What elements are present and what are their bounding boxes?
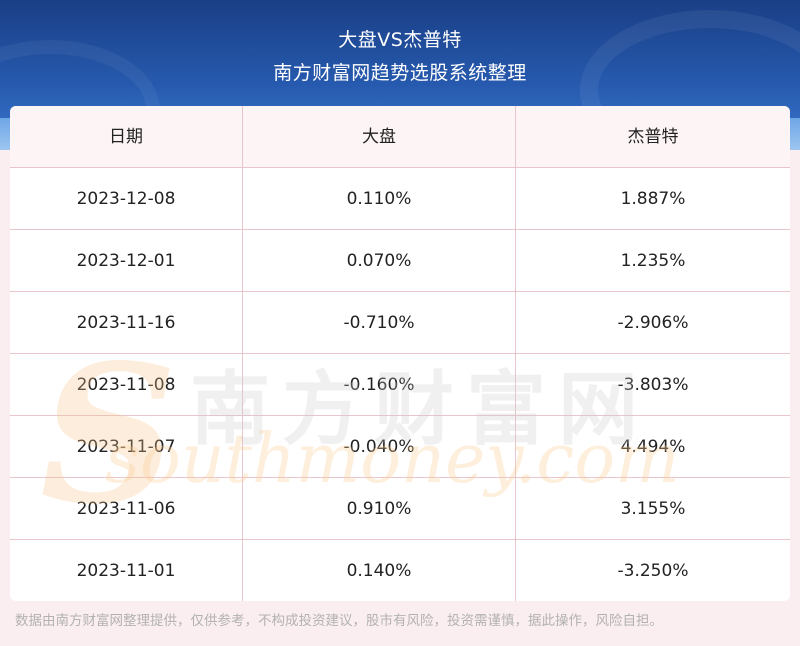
- table-row: 2023-12-01 0.070% 1.235%: [10, 230, 790, 292]
- column-header-date: 日期: [10, 106, 243, 168]
- stock-change-cell: 4.494%: [620, 437, 686, 457]
- table-header-row: 日期 大盘 杰普特: [10, 106, 790, 168]
- date-cell: 2023-11-16: [10, 292, 243, 354]
- date-cell: 2023-12-08: [10, 168, 243, 230]
- date-cell: 2023-11-08: [10, 354, 243, 416]
- market-change-cell: -0.160%: [243, 354, 516, 416]
- market-change-cell: 0.110%: [243, 168, 516, 230]
- column-header-stock: 杰普特: [627, 127, 679, 147]
- column-header-market: 大盘: [243, 106, 516, 168]
- date-cell: 2023-12-01: [10, 230, 243, 292]
- market-change-cell: -0.040%: [243, 416, 516, 478]
- date-cell: 2023-11-01: [10, 540, 243, 601]
- table-row: 2023-11-08 -0.160% -3.803%: [10, 354, 790, 416]
- table-row: 2023-12-08 0.110% 1.887%: [10, 168, 790, 230]
- table-row: 2023-11-06 0.910% 3.155%: [10, 478, 790, 540]
- date-cell: 2023-11-06: [10, 478, 243, 540]
- market-change-cell: -0.710%: [243, 292, 516, 354]
- date-cell: 2023-11-07: [10, 416, 243, 478]
- stock-change-cell: -3.250%: [617, 561, 689, 581]
- disclaimer-text: 数据由南方财富网整理提供，仅供参考，不构成投资建议，股市有风险，投资需谨慎，据此…: [15, 613, 663, 629]
- stock-change-cell: -3.803%: [617, 375, 689, 395]
- stock-change-cell: -2.906%: [617, 313, 689, 333]
- table-row: 2023-11-01 0.140% -3.250%: [10, 540, 790, 601]
- table-row: 2023-11-16 -0.710% -2.906%: [10, 292, 790, 354]
- market-change-cell: 0.070%: [243, 230, 516, 292]
- table-row: 2023-11-07 -0.040% 4.494%: [10, 416, 790, 478]
- market-change-cell: 0.140%: [243, 540, 516, 601]
- page-title: 大盘VS杰普特: [338, 29, 462, 51]
- stock-change-cell: 1.235%: [620, 251, 686, 271]
- page-subtitle: 南方财富网趋势选股系统整理: [273, 62, 527, 84]
- stock-change-cell: 1.887%: [620, 189, 686, 209]
- data-table-card: 日期 大盘 杰普特 2023-12-08 0.110% 1.887% 2023-…: [10, 106, 790, 601]
- market-change-cell: 0.910%: [243, 478, 516, 540]
- stock-change-cell: 3.155%: [620, 499, 686, 519]
